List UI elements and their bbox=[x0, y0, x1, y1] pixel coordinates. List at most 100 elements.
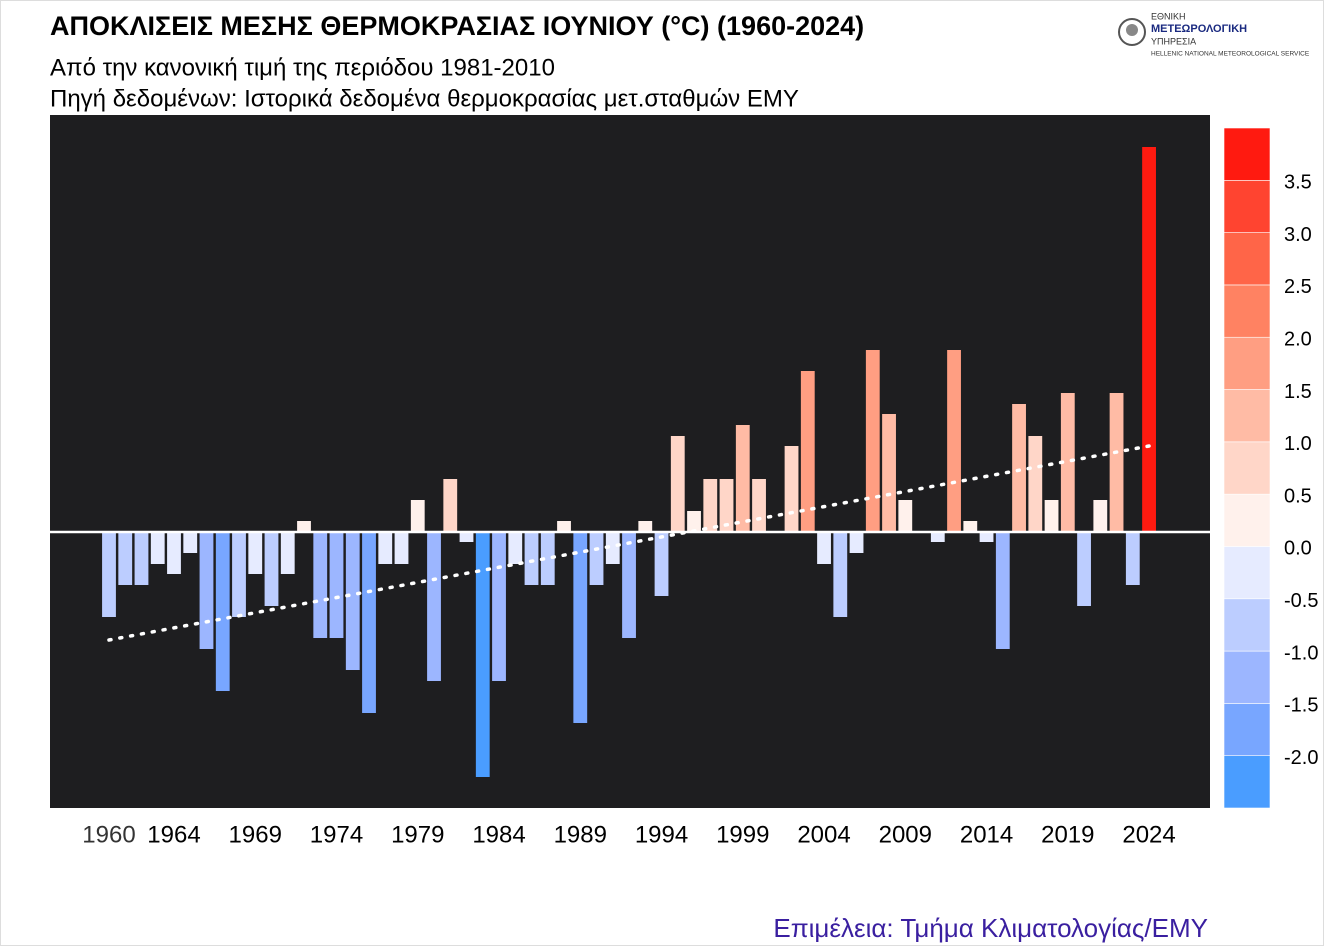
bar bbox=[459, 532, 474, 542]
bar bbox=[1142, 147, 1156, 532]
colorbar-tick-label: 1.0 bbox=[1284, 433, 1312, 455]
bar bbox=[492, 532, 506, 681]
x-tick-label: 2009 bbox=[879, 821, 932, 848]
bar bbox=[1125, 532, 1140, 585]
logo-icon bbox=[1126, 24, 1138, 36]
colorbar-segment bbox=[1223, 232, 1271, 286]
colorbar-segment bbox=[1223, 180, 1271, 233]
bar bbox=[150, 532, 165, 564]
bar bbox=[638, 521, 653, 532]
bar bbox=[687, 511, 701, 532]
bar bbox=[443, 479, 458, 532]
credit: Επιμέλεια: Τμήμα Κλιματολογίας/ΕΜΥ bbox=[773, 913, 1208, 943]
bar bbox=[963, 521, 978, 532]
bar bbox=[313, 532, 328, 638]
x-tick-label: 1984 bbox=[472, 821, 525, 848]
bar bbox=[475, 532, 490, 777]
bar bbox=[118, 532, 133, 585]
colorbar-tick-label: 2.0 bbox=[1284, 329, 1312, 351]
bar bbox=[378, 532, 393, 564]
bar bbox=[134, 532, 149, 585]
x-tick-label: 1960 bbox=[82, 821, 135, 848]
bar bbox=[362, 532, 376, 713]
bar bbox=[508, 532, 523, 564]
bar bbox=[817, 532, 831, 564]
bar bbox=[557, 521, 571, 532]
bar bbox=[654, 532, 669, 596]
subtitle: Πηγή δεδομένων: Ιστορικά δεδομένα θερμοκ… bbox=[50, 85, 799, 112]
x-tick-label: 1989 bbox=[554, 821, 607, 848]
colorbar-segment bbox=[1223, 598, 1271, 652]
bar bbox=[1028, 436, 1043, 532]
x-tick-label: 1999 bbox=[716, 821, 769, 848]
bar bbox=[1077, 532, 1091, 606]
colorbar-tick-label: 3.5 bbox=[1284, 172, 1312, 194]
logo-text: ΜΕΤΕΩΡΟΛΟΓΙΚΗ bbox=[1151, 23, 1247, 35]
bar bbox=[752, 479, 766, 532]
colorbar-tick-label: 0.0 bbox=[1284, 538, 1312, 560]
colorbar-segment bbox=[1223, 546, 1271, 600]
bar bbox=[979, 532, 994, 542]
colorbar-segment bbox=[1223, 336, 1271, 390]
bar bbox=[264, 532, 279, 606]
trend-line bbox=[107, 444, 1151, 642]
colorbar-tick-label: 0.5 bbox=[1284, 485, 1312, 507]
bar bbox=[800, 371, 815, 532]
colorbar-segment bbox=[1223, 127, 1271, 181]
chart-title: ΑΠΟΚΛΙΣΕΙΣ ΜΕΣΗΣ ΘΕΡΜΟΚΡΑΣΙΑΣ ΙΟΥΝΙΟΥ (°… bbox=[50, 11, 864, 41]
bar bbox=[573, 532, 588, 723]
bar bbox=[1012, 404, 1026, 532]
x-tick-label: 1969 bbox=[229, 821, 282, 848]
bar bbox=[898, 500, 913, 532]
bar bbox=[248, 532, 263, 574]
colorbar-tick-label: -1.5 bbox=[1284, 695, 1318, 717]
colorbar-segment bbox=[1223, 441, 1271, 495]
bar bbox=[995, 532, 1010, 649]
bar bbox=[1060, 393, 1075, 532]
x-tick-label: 1994 bbox=[635, 821, 688, 848]
logo-text: HELLENIC NATIONAL METEOROLOGICAL SERVICE bbox=[1151, 51, 1310, 58]
x-tick-label: 1964 bbox=[147, 821, 200, 848]
logo-text: ΥΠΗΡΕΣΙΑ bbox=[1151, 36, 1196, 46]
bar bbox=[280, 532, 295, 574]
bar bbox=[345, 532, 360, 670]
bar bbox=[394, 532, 409, 564]
bar bbox=[215, 532, 230, 691]
bar bbox=[167, 532, 181, 574]
bar bbox=[719, 479, 734, 532]
bar bbox=[882, 414, 896, 532]
x-tick-label: 2014 bbox=[960, 821, 1013, 848]
bar bbox=[703, 479, 718, 532]
bar bbox=[833, 532, 848, 617]
colorbar-tick-label: 3.0 bbox=[1284, 224, 1312, 246]
x-tick-label: 2004 bbox=[797, 821, 850, 848]
bar bbox=[589, 532, 604, 585]
colorbar-tick-label: 2.5 bbox=[1284, 276, 1312, 298]
bar bbox=[784, 446, 799, 532]
colorbar-segment bbox=[1223, 650, 1271, 704]
bar bbox=[410, 500, 425, 532]
bar bbox=[670, 436, 685, 532]
logo-text: ΕΘΝΙΚΗ bbox=[1151, 11, 1186, 21]
bar bbox=[1093, 500, 1108, 532]
x-tick-label: 1979 bbox=[391, 821, 444, 848]
bar bbox=[849, 532, 864, 553]
bar bbox=[524, 532, 539, 585]
x-tick-label: 2019 bbox=[1041, 821, 1094, 848]
bar bbox=[427, 532, 441, 681]
bar bbox=[232, 532, 246, 617]
x-tick-label: 1974 bbox=[310, 821, 363, 848]
colorbar-segment bbox=[1223, 493, 1271, 547]
bar bbox=[199, 532, 214, 649]
bar bbox=[1109, 393, 1124, 532]
colorbar-tick-label: -2.0 bbox=[1284, 747, 1318, 769]
subtitle: Από την κανονική τιμή της περιόδου 1981-… bbox=[50, 54, 555, 81]
bar bbox=[329, 532, 344, 638]
bar bbox=[540, 532, 555, 585]
bar bbox=[183, 532, 198, 553]
bar bbox=[865, 350, 880, 532]
bar bbox=[930, 532, 945, 542]
colorbar-segment bbox=[1223, 389, 1271, 443]
colorbar-segment bbox=[1223, 755, 1271, 809]
logo: ΕΘΝΙΚΗ ΜΕΤΕΩΡΟΛΟΓΙΚΗ ΥΠΗΡΕΣΙΑ HELLENIC N… bbox=[1118, 11, 1310, 58]
